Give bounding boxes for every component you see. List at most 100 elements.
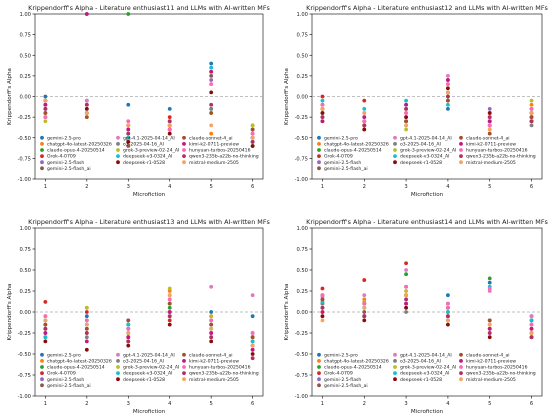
y-tick-label: -0.50 xyxy=(18,352,31,358)
x-tick-label: 5 xyxy=(210,184,213,190)
legend-marker xyxy=(459,359,463,363)
data-point xyxy=(84,339,89,344)
data-point xyxy=(43,335,48,340)
legend-marker xyxy=(393,135,397,140)
data-point xyxy=(487,115,492,120)
legend-marker xyxy=(40,135,44,140)
y-tick-label: -0.25 xyxy=(295,331,308,337)
legend-marker xyxy=(459,352,463,357)
chart-panel-1: Krippendorff's Alpha - Literature enthus… xyxy=(7,4,270,198)
legend-label: grok-3-preview-02-24_AI xyxy=(123,148,179,154)
legend-label: hunyuan-turbos-20250416 xyxy=(189,365,251,371)
data-point xyxy=(404,261,408,266)
data-point xyxy=(84,322,89,327)
legend-marker xyxy=(182,359,186,363)
data-point xyxy=(529,314,534,319)
data-point xyxy=(446,90,450,95)
y-tick-label: -0.75 xyxy=(295,156,308,162)
data-point xyxy=(320,286,325,291)
legend-label: mistral-medium-2505 xyxy=(466,377,516,383)
data-point xyxy=(446,318,450,323)
x-tick-label: 6 xyxy=(251,184,254,190)
data-point xyxy=(250,127,255,132)
data-point xyxy=(487,322,492,327)
y-tick-label: -1.00 xyxy=(18,177,31,183)
data-point xyxy=(250,356,255,361)
data-point xyxy=(209,131,214,136)
data-point xyxy=(404,272,408,277)
y-tick-label: 0.50 xyxy=(296,268,308,274)
legend-marker xyxy=(317,371,321,375)
data-point xyxy=(84,106,89,111)
data-point xyxy=(529,335,534,340)
data-point xyxy=(43,102,48,107)
legend-label: kimi-k2-0711-preview xyxy=(466,142,516,148)
legend-marker xyxy=(459,365,463,369)
data-point xyxy=(487,276,492,281)
y-tick-label: 0.50 xyxy=(296,53,308,59)
legend-label: grok-3-preview-02-24_AI xyxy=(400,148,456,154)
legend-marker xyxy=(182,371,186,375)
data-point xyxy=(250,339,255,344)
y-tick-label: 1.00 xyxy=(19,12,31,18)
legend-marker xyxy=(393,148,397,152)
data-point xyxy=(446,82,450,87)
legend: gemini-2.5-prochatgpt-4o-latest-20250326… xyxy=(317,352,536,389)
x-tick-label: 1 xyxy=(44,184,47,190)
data-point xyxy=(209,331,214,335)
data-point xyxy=(126,318,131,323)
y-tick-label: 0.75 xyxy=(296,33,308,39)
y-axis-label: Krippendorff's Alpha xyxy=(7,68,13,125)
legend-label: gemini-2.5-pro xyxy=(47,135,81,141)
data-point xyxy=(43,98,48,103)
data-point xyxy=(126,144,131,148)
data-point xyxy=(43,115,48,120)
data-point xyxy=(487,119,492,124)
data-point xyxy=(362,301,367,306)
legend-label: gpt-4.1-2025-04-14_AI xyxy=(400,352,452,358)
y-tick-label: -0.75 xyxy=(295,373,308,379)
legend-marker xyxy=(116,154,120,159)
x-axis-label: Microfiction xyxy=(411,192,444,198)
data-point xyxy=(209,326,214,331)
legend-marker xyxy=(182,160,186,165)
x-axis-label: Microfiction xyxy=(411,409,444,414)
legend-label: chatgpt-4o-latest-20250326 xyxy=(324,142,389,148)
data-point xyxy=(126,123,131,128)
legend-label: grok-3-preview-02-24_AI xyxy=(400,365,456,371)
data-point xyxy=(43,111,48,115)
data-point xyxy=(43,322,48,327)
legend-label: gemini-2.5-flash xyxy=(324,160,361,166)
legend-marker xyxy=(317,359,321,363)
legend-label: qwen3-235b-a22b-no-thinking xyxy=(189,154,259,160)
data-point xyxy=(167,305,172,310)
data-point xyxy=(250,352,255,356)
data-point xyxy=(320,115,325,120)
legend-label: mistral-medium-2505 xyxy=(189,160,239,166)
legend-label: o3-2025-04-16_AI xyxy=(400,142,441,148)
legend-marker xyxy=(40,359,44,363)
data-point xyxy=(404,293,408,298)
legend-label: claude-opus-4-20250514 xyxy=(324,365,382,371)
data-point xyxy=(529,106,534,111)
data-point xyxy=(167,318,172,323)
data-point xyxy=(487,331,492,335)
legend-label: gemini-2.5-flash xyxy=(47,160,84,166)
legend-marker xyxy=(459,135,463,140)
legend-label: claude-opus-4-20250514 xyxy=(47,148,105,154)
data-point xyxy=(209,73,214,78)
legend-marker xyxy=(317,142,321,146)
data-point xyxy=(446,86,450,91)
data-point xyxy=(126,335,131,340)
x-axis-label: Microfiction xyxy=(133,409,166,414)
data-point xyxy=(167,115,172,120)
data-point xyxy=(84,12,89,16)
legend-label: mistral-medium-2505 xyxy=(466,160,516,166)
legend-label: gemini-2.5-flash xyxy=(324,377,361,383)
legend: gemini-2.5-prochatgpt-4o-latest-20250326… xyxy=(40,352,259,389)
data-point xyxy=(404,111,408,115)
data-point xyxy=(446,305,450,310)
y-tick-label: 0.75 xyxy=(19,33,31,39)
y-tick-label: 0.50 xyxy=(19,53,31,59)
